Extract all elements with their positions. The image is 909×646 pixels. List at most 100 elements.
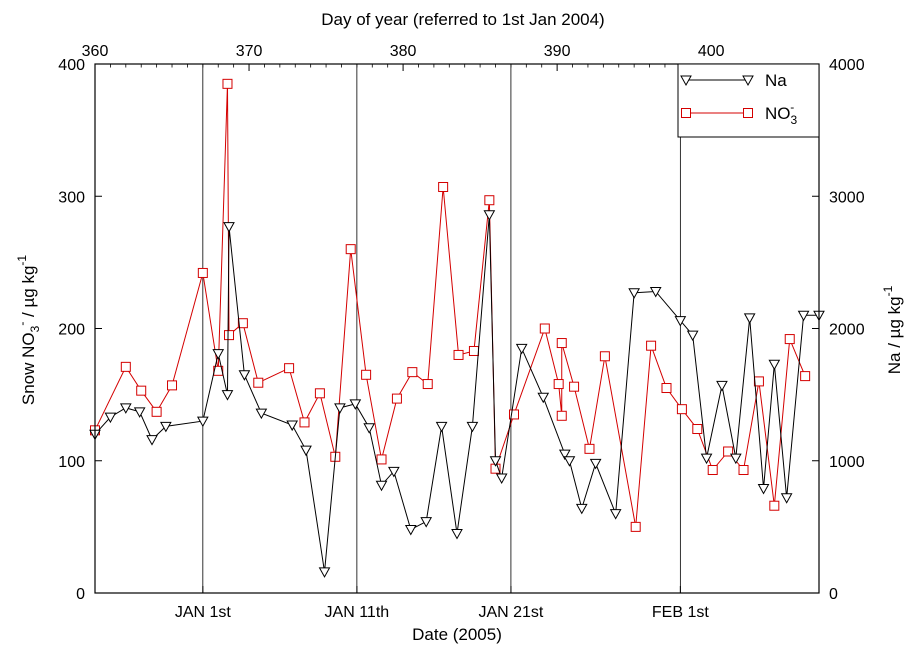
na-point xyxy=(495,473,508,484)
na-point xyxy=(563,456,576,467)
left-axis-label-unit: / µg kg xyxy=(19,266,38,322)
na-point xyxy=(797,310,810,322)
no3-point xyxy=(484,195,495,206)
no3-point xyxy=(599,351,610,362)
na-point xyxy=(146,435,158,446)
na-point xyxy=(515,343,528,355)
no3-point xyxy=(222,78,233,89)
no3-point xyxy=(361,369,372,380)
na-point xyxy=(628,288,640,299)
na-point xyxy=(318,567,331,578)
na-point xyxy=(133,407,146,418)
na-point xyxy=(466,421,479,433)
na-point xyxy=(768,359,781,371)
top-tick-label: 370 xyxy=(236,43,263,60)
na-point xyxy=(451,528,463,540)
legend-label-sub: 3 xyxy=(791,113,798,127)
legend-label: NO3- xyxy=(765,100,798,127)
series-na xyxy=(89,210,825,578)
top-tick-label: 360 xyxy=(82,43,109,60)
na-point xyxy=(686,330,699,342)
no3-point xyxy=(284,363,295,374)
na-point xyxy=(649,286,662,298)
no3-point xyxy=(345,244,356,255)
left-axis-label-sub: 3 xyxy=(28,325,42,332)
left-tick-label: 200 xyxy=(58,322,85,339)
no3-point xyxy=(661,383,672,394)
na-point xyxy=(589,458,602,470)
na-point xyxy=(387,466,400,478)
na-point xyxy=(489,456,502,467)
na-point xyxy=(212,349,225,360)
na-point xyxy=(575,503,588,515)
na-point xyxy=(221,390,234,401)
na-point xyxy=(537,392,550,404)
no3-point xyxy=(167,380,178,391)
left-tick-label: 100 xyxy=(58,454,85,471)
na-point xyxy=(349,399,362,410)
na-point xyxy=(160,421,172,433)
no3-point xyxy=(120,361,131,372)
na-point xyxy=(435,421,448,433)
na-point xyxy=(375,480,388,492)
no3-point xyxy=(314,388,325,399)
na-point xyxy=(700,453,713,465)
na-point xyxy=(119,403,132,414)
na-point xyxy=(223,222,235,233)
no3-point xyxy=(743,108,753,118)
right-tick-label: 4000 xyxy=(829,57,865,74)
no3-point xyxy=(438,181,449,192)
left-axis-label-main: Snow NO xyxy=(19,332,38,405)
top-axis-label: Day of year (referred to 1st Jan 2004) xyxy=(321,10,604,29)
no3-point xyxy=(553,379,564,390)
no3-point xyxy=(539,323,550,334)
bottom-axis-label: Date (2005) xyxy=(412,625,502,644)
no3-point xyxy=(800,371,811,382)
no3-point xyxy=(738,465,749,476)
no3-point xyxy=(151,406,162,417)
plot-frame xyxy=(94,63,820,594)
na-point xyxy=(757,484,770,495)
left-axis-label-unit-sup: -1 xyxy=(15,255,29,266)
no3-point xyxy=(453,349,464,360)
na-point xyxy=(286,420,299,432)
legend-label-text: Na xyxy=(765,71,787,90)
na-point xyxy=(558,449,571,461)
no3-point xyxy=(769,500,780,511)
na-point xyxy=(729,453,742,465)
na-point xyxy=(674,316,687,327)
right-tick-label: 1000 xyxy=(829,454,865,471)
no3-point xyxy=(569,381,580,392)
na-point xyxy=(238,370,251,381)
bottom-tick-label: JAN 21st xyxy=(478,604,543,621)
no3-point xyxy=(681,108,691,118)
left-tick-label: 400 xyxy=(58,57,85,74)
left-tick-label: 300 xyxy=(58,189,85,206)
na-point xyxy=(680,75,692,87)
no3-point xyxy=(299,417,310,428)
no3-point xyxy=(556,338,567,349)
left-axis-label-sup: - xyxy=(15,322,29,326)
vertical-lines xyxy=(202,64,681,593)
no3-point xyxy=(407,367,418,378)
na-point xyxy=(609,509,622,520)
bottom-tick-label: FEB 1st xyxy=(652,604,709,621)
top-tick-label: 380 xyxy=(390,43,417,60)
no3-point xyxy=(468,345,479,356)
bottom-tick-label: JAN 1st xyxy=(175,604,232,621)
no3-point xyxy=(197,267,208,278)
no3-point xyxy=(391,393,402,404)
na-point xyxy=(742,75,754,87)
right-axis-label: Na / µg kg-1 xyxy=(881,285,904,374)
no3-point xyxy=(136,385,147,396)
legend: Na NO3- xyxy=(677,63,820,138)
no3-point xyxy=(707,465,718,476)
no3-point xyxy=(237,318,248,329)
top-tick-label: 390 xyxy=(544,43,571,60)
axis-ticks: 360 370 380 390 400 JAN 1st JAN 11th JAN 21st FE… xyxy=(58,43,864,621)
no3-point xyxy=(508,409,519,420)
series-line-na xyxy=(94,214,819,572)
no3-point xyxy=(422,379,433,390)
na-point xyxy=(255,408,268,420)
